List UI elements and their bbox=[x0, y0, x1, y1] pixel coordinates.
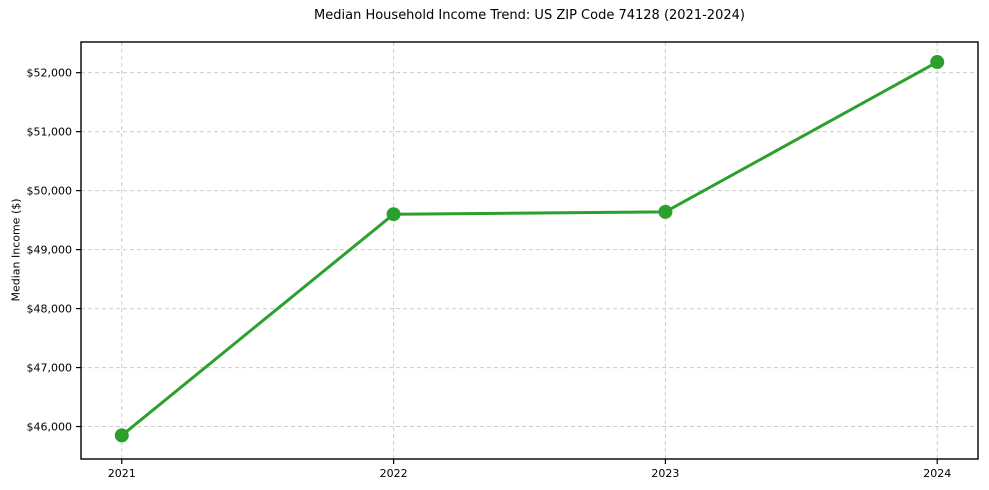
x-tick-label: 2024 bbox=[923, 467, 951, 480]
data-series bbox=[114, 55, 945, 443]
y-tick-label: $52,000 bbox=[27, 67, 73, 80]
axis-ticks bbox=[76, 72, 938, 464]
plot-border bbox=[80, 41, 979, 460]
y-tick-label: $50,000 bbox=[27, 184, 73, 197]
data-point-marker bbox=[930, 55, 945, 70]
x-tick-label: 2023 bbox=[651, 467, 679, 480]
y-tick-label: $49,000 bbox=[27, 243, 73, 256]
axis-tick-labels: $46,000 $47,000 $48,000 $49,000 $50,000 $51,0… bbox=[27, 67, 952, 480]
trend-line bbox=[120, 60, 939, 437]
y-tick-label: $47,000 bbox=[27, 361, 73, 374]
y-tick-label: $48,000 bbox=[27, 302, 73, 315]
y-tick-label: $51,000 bbox=[27, 126, 73, 139]
gridlines bbox=[81, 42, 978, 459]
x-tick-label: 2021 bbox=[108, 467, 136, 480]
data-point-marker bbox=[114, 428, 129, 443]
y-tick-label: $46,000 bbox=[27, 420, 73, 433]
data-point-marker bbox=[658, 204, 673, 219]
data-point-marker bbox=[386, 207, 401, 222]
y-axis-label: Median Income ($) bbox=[9, 198, 23, 302]
plot-spines bbox=[80, 41, 979, 460]
x-tick-label: 2022 bbox=[380, 467, 408, 480]
chart-title: Median Household Income Trend: US ZIP Co… bbox=[314, 8, 745, 23]
